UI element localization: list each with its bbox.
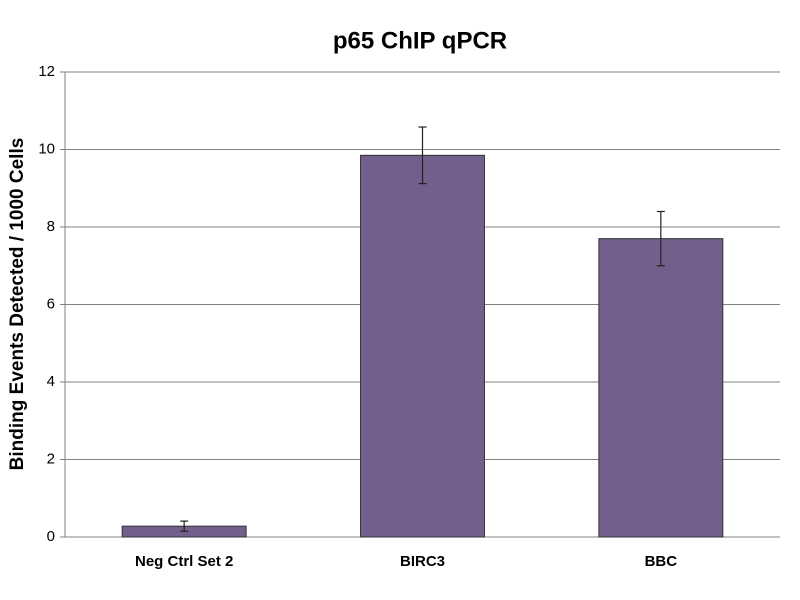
x-tick-label: BIRC3 bbox=[400, 553, 445, 570]
error-bar bbox=[180, 520, 189, 532]
x-tick-label: BBC bbox=[645, 553, 678, 570]
y-tick-label: 2 bbox=[47, 450, 55, 467]
y-tick-label: 10 bbox=[38, 140, 55, 157]
y-tick-label: 4 bbox=[47, 373, 55, 390]
bar bbox=[360, 154, 485, 538]
y-axis-label: Binding Events Detected / 1000 Cells bbox=[7, 138, 28, 471]
x-tick-label: Neg Ctrl Set 2 bbox=[135, 553, 233, 570]
chart-title: p65 ChIP qPCR bbox=[333, 27, 507, 54]
error-bar bbox=[656, 210, 665, 267]
y-tick-label: 8 bbox=[47, 218, 55, 235]
error-bar bbox=[418, 126, 427, 185]
bar bbox=[598, 238, 724, 538]
y-tick-label: 12 bbox=[38, 63, 55, 80]
y-tick-label: 0 bbox=[47, 528, 55, 545]
y-tick-label: 6 bbox=[47, 295, 55, 312]
